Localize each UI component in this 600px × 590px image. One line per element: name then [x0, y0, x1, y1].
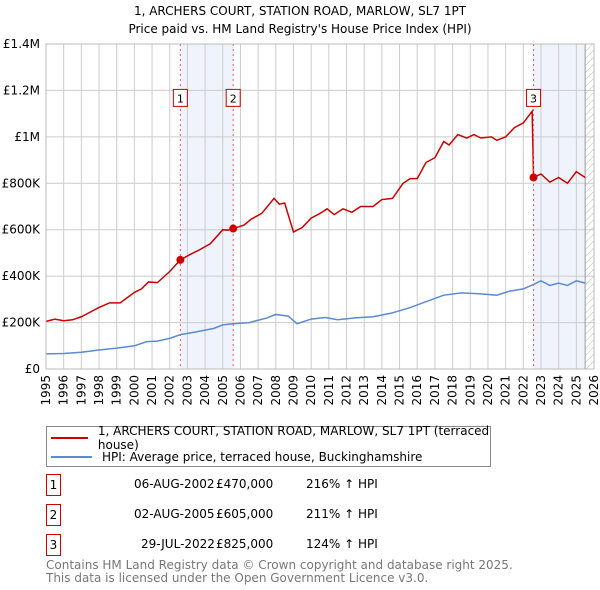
- x-tick-label: 2020: [481, 375, 495, 406]
- shaded-period: [180, 44, 234, 369]
- transaction-price: £470,000: [216, 477, 274, 491]
- plot-border: [45, 43, 595, 370]
- series-line: [45, 109, 586, 323]
- legend: 1, ARCHERS COURT, STATION ROAD, MARLOW, …: [46, 424, 491, 467]
- transaction-row: 3 29-JUL-2022 £825,000 124% ↑ HPI: [46, 534, 446, 556]
- x-tick-label: 2026: [587, 375, 600, 406]
- x-tick-label: 2001: [145, 375, 159, 406]
- x-tick-label: 2021: [499, 375, 513, 406]
- transaction-hpi: 124% ↑ HPI: [306, 537, 378, 551]
- transaction-label: 2: [230, 92, 237, 105]
- transaction-date: 02-AUG-2005: [134, 507, 215, 521]
- x-tick-label: 2003: [180, 375, 194, 406]
- x-tick-label: 2017: [428, 375, 442, 406]
- y-tick-label: £400K: [2, 269, 42, 283]
- x-tick-label: 2018: [446, 375, 460, 406]
- transaction-label-box: [225, 88, 241, 107]
- transaction-marker: 3: [46, 534, 61, 556]
- x-tick-label: 2006: [233, 375, 247, 406]
- transaction-row: 2 02-AUG-2005 £605,000 211% ↑ HPI: [46, 504, 446, 526]
- transaction-label-box: [172, 88, 188, 107]
- transaction-marker: 2: [46, 504, 61, 526]
- transaction-price: £825,000: [216, 537, 274, 551]
- x-tick-label: 2019: [463, 375, 477, 406]
- legend-label: HPI: Average price, terraced house, Buck…: [102, 450, 423, 464]
- legend-swatch-red: [51, 437, 88, 439]
- x-tick-label: 2002: [163, 375, 177, 406]
- transaction-hpi: 211% ↑ HPI: [306, 507, 378, 521]
- x-tick-label: 2004: [198, 375, 212, 406]
- transaction-point: [529, 173, 538, 182]
- x-tick-label: 2023: [534, 375, 548, 406]
- transaction-hpi: 216% ↑ HPI: [306, 477, 378, 491]
- x-tick-label: 2012: [340, 375, 354, 406]
- x-tick-label: 2022: [516, 375, 530, 406]
- x-tick-label: 2000: [127, 375, 141, 406]
- transaction-label: 3: [530, 92, 537, 105]
- transaction-label-box: [526, 88, 542, 107]
- x-tick-label: 2015: [393, 375, 407, 406]
- x-tick-label: 1997: [74, 375, 88, 406]
- transaction-label: 1: [177, 92, 184, 105]
- legend-label: 1, ARCHERS COURT, STATION ROAD, MARLOW, …: [97, 424, 490, 452]
- transaction-marker: 1: [46, 474, 61, 496]
- y-tick-label: £1.2M: [3, 83, 40, 97]
- footer: Contains HM Land Registry data © Crown c…: [46, 559, 513, 585]
- x-tick-label: 2008: [269, 375, 283, 406]
- chart-subtitle: Price paid vs. HM Land Registry's House …: [128, 22, 471, 36]
- x-tick-label: 1999: [110, 375, 124, 406]
- future-hatch: [585, 44, 594, 369]
- transaction-price: £605,000: [216, 507, 274, 521]
- y-tick-label: £200K: [2, 316, 42, 330]
- legend-swatch-blue: [51, 456, 92, 458]
- x-tick-label: 2016: [410, 375, 424, 406]
- y-tick-label: £800K: [2, 176, 42, 190]
- x-tick-label: 2011: [322, 375, 336, 406]
- y-tick-label: £1.4M: [3, 37, 40, 51]
- y-tick-label: £1M: [14, 130, 40, 144]
- x-tick-label: 2014: [375, 375, 389, 406]
- price-chart: 1, ARCHERS COURT, STATION ROAD, MARLOW, …: [2, 4, 600, 406]
- legend-item-property: 1, ARCHERS COURT, STATION ROAD, MARLOW, …: [51, 424, 490, 452]
- x-tick-label: 2005: [216, 375, 230, 406]
- x-tick-label: 2009: [286, 375, 300, 406]
- transaction-date: 06-AUG-2002: [134, 477, 215, 491]
- y-tick-label: £0: [25, 362, 40, 376]
- x-tick-label: 2024: [552, 375, 566, 406]
- x-tick-label: 2010: [304, 375, 318, 406]
- chart-title: 1, ARCHERS COURT, STATION ROAD, MARLOW, …: [134, 4, 467, 18]
- series-line: [45, 279, 586, 355]
- footer-licence: This data is licensed under the Open Gov…: [46, 571, 429, 585]
- footer-copyright: Contains HM Land Registry data © Crown c…: [46, 558, 513, 572]
- transaction-point: [176, 255, 185, 264]
- x-tick-label: 2007: [251, 375, 265, 406]
- x-tick-label: 2013: [357, 375, 371, 406]
- transaction-date: 29-JUL-2022: [141, 537, 215, 551]
- y-tick-label: £600K: [2, 223, 42, 237]
- x-tick-label: 1995: [39, 375, 53, 406]
- x-tick-label: 1998: [92, 375, 106, 406]
- legend-item-hpi: HPI: Average price, terraced house, Buck…: [51, 448, 422, 466]
- x-tick-label: 2025: [569, 375, 583, 406]
- transaction-row: 1 06-AUG-2002 £470,000 216% ↑ HPI: [46, 474, 446, 496]
- transaction-point: [229, 224, 238, 233]
- x-tick-label: 1996: [57, 375, 71, 406]
